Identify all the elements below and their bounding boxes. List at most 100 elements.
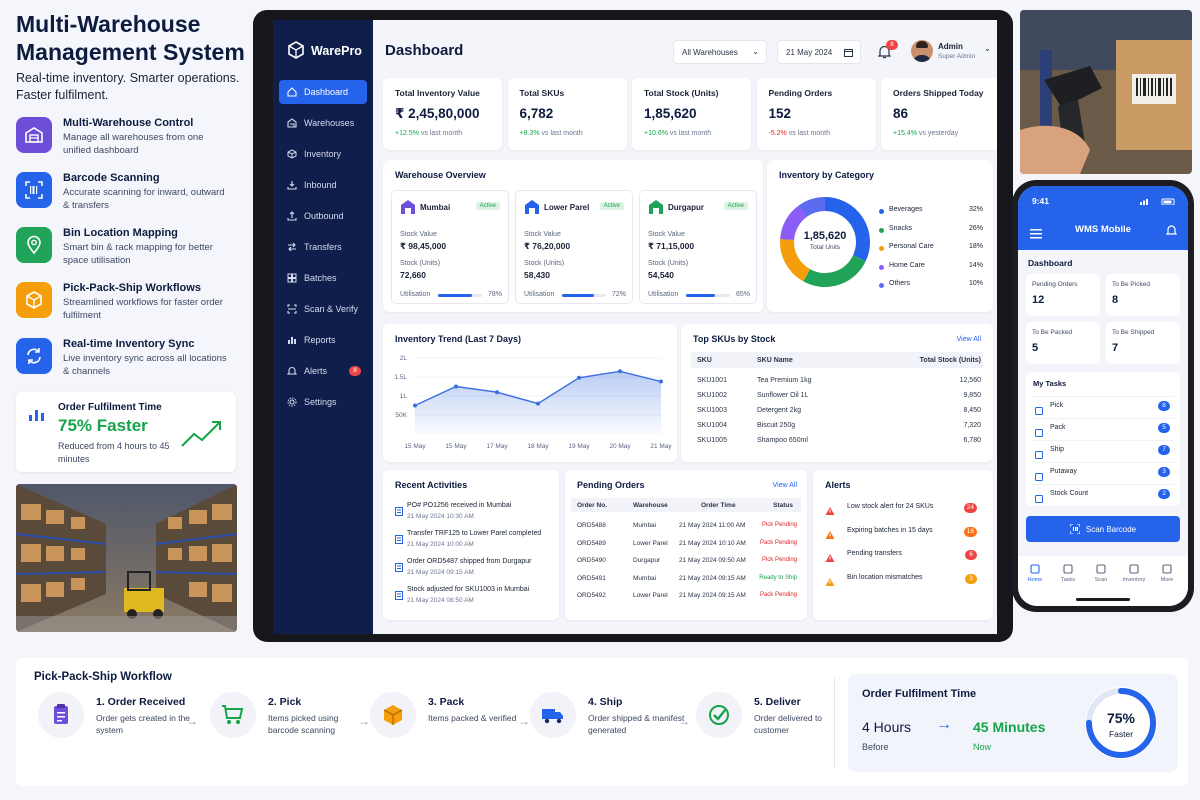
- table-row[interactable]: SKU1001 Tea Premium 1kg 12,560: [697, 377, 981, 391]
- table-row[interactable]: SKU1004 Biscuit 250g 7,320: [697, 422, 981, 436]
- date-picker[interactable]: 21 May 2024: [777, 40, 861, 64]
- activity-time: 21 May 2024 10:30 AM: [407, 513, 474, 520]
- home-icon: [287, 87, 297, 97]
- utilisation-label: Utilisation: [400, 291, 431, 298]
- tab-icon: [1162, 564, 1172, 574]
- legend-value: 18%: [968, 243, 983, 250]
- top-skus-table: SKU SKU Name Total Stock (Units) SKU1001 Tea…: [697, 357, 981, 457]
- kpi-value: 6,782: [519, 106, 554, 121]
- sidebar-item-reports[interactable]: Reports: [279, 328, 367, 352]
- task-label: Pick: [1050, 402, 1064, 409]
- task-icon: [1035, 468, 1043, 481]
- table-row[interactable]: SKU1005 Shampoo 650ml 6,780: [697, 437, 981, 451]
- sidebar-item-label: Warehouses: [304, 118, 355, 128]
- check-circle-icon: [696, 692, 742, 738]
- mobile-task-item[interactable]: Ship 7: [1032, 440, 1174, 459]
- now-label: Now: [973, 742, 992, 752]
- table-row[interactable]: ORD5490 Durgapur 21 May 2024 09:50 AM Pick …: [577, 557, 801, 571]
- stock-value: ₹ 76,20,000: [524, 241, 571, 251]
- mobile-task-item[interactable]: Putaway 3: [1032, 462, 1174, 481]
- pending-orders-view-all-link[interactable]: View All: [772, 482, 797, 489]
- task-count: 5: [1158, 423, 1170, 433]
- sidebar-item-scan-verify[interactable]: Scan & Verify: [279, 297, 367, 321]
- y-tick-label: 1L: [400, 393, 408, 400]
- mobile-tab-inventory[interactable]: Inventory: [1117, 562, 1151, 590]
- sidebar-item-label: Inbound: [304, 180, 337, 190]
- stock-value-label: Stock Value: [524, 231, 561, 238]
- utilisation-label: Utilisation: [648, 291, 679, 298]
- mobile-tab-home[interactable]: Home: [1018, 562, 1052, 590]
- hamburger-menu-icon[interactable]: [1030, 226, 1042, 239]
- sidebar-item-warehouses[interactable]: Warehouses: [279, 111, 367, 135]
- sidebar-item-alerts[interactable]: Alerts 8: [279, 359, 367, 383]
- scan-barcode-button[interactable]: Scan Barcode: [1026, 516, 1180, 542]
- top-skus-view-all-link[interactable]: View All: [956, 336, 981, 343]
- mobile-tile-value: 7: [1112, 342, 1119, 354]
- warehouse-select[interactable]: All Warehouses ⌄: [673, 40, 767, 64]
- scanner-photo: [1020, 10, 1192, 174]
- transfer-icon: [287, 242, 297, 252]
- warehouse-icon: [16, 117, 52, 153]
- mobile-status-time: 9:41: [1032, 196, 1050, 206]
- table-row[interactable]: ORD5491 Mumbai 21 May 2024 09:15 AM Ready t…: [577, 575, 801, 589]
- mobile-task-item[interactable]: Stock Count 2: [1032, 484, 1174, 503]
- warehouse-icon: [287, 118, 297, 128]
- table-cell: 12,560: [959, 377, 981, 384]
- table-cell: Mumbai: [633, 574, 657, 582]
- alert-item[interactable]: Low stock alert for 24 SKUs 24: [825, 502, 983, 516]
- table-row[interactable]: ORD5488 Mumbai 21 May 2024 11:00 AM Pick Pe…: [577, 522, 801, 536]
- mobile-tile[interactable]: To Be Packed 5: [1026, 322, 1100, 364]
- mobile-tile[interactable]: To Be Shipped 7: [1106, 322, 1180, 364]
- sidebar-item-settings[interactable]: Settings: [279, 390, 367, 414]
- sidebar-item-label: Inventory: [304, 149, 342, 159]
- workflow-step-desc: Order shipped & manifest generated: [588, 713, 685, 735]
- alert-item[interactable]: Pending transfers 6: [825, 549, 983, 563]
- trend-up-icon: [181, 421, 221, 447]
- warehouse-overview-title: Warehouse Overview: [395, 170, 486, 180]
- mobile-tab-more[interactable]: More: [1150, 562, 1184, 590]
- sidebar-item-batches[interactable]: Batches: [279, 266, 367, 290]
- table-row[interactable]: ORD5489 Lower Parel 21 May 2024 10:10 AM Pa…: [577, 540, 801, 554]
- sidebar-item-inventory[interactable]: Inventory: [279, 142, 367, 166]
- feature-desc: Accurate scanning for inward, outward & …: [63, 187, 225, 211]
- kpi-delta: +8.3%: [519, 130, 540, 137]
- table-row[interactable]: ORD5492 Lower Parel 21 May 2024 09:15 AM Pa…: [577, 592, 801, 606]
- warehouse-card[interactable]: Durgapur Active Stock Value ₹ 71,15,000 Stoc…: [639, 190, 757, 304]
- notifications-button[interactable]: 8: [873, 40, 898, 64]
- legend-label: Personal Care: [889, 243, 934, 250]
- mobile-tile-label: To Be Shipped: [1112, 329, 1155, 336]
- sidebar-item-dashboard[interactable]: Dashboard: [279, 80, 367, 104]
- alert-item[interactable]: Bin location mismatches 3: [825, 573, 983, 587]
- table-cell: Mumbai: [633, 522, 657, 529]
- mobile-tile-value: 12: [1032, 294, 1045, 306]
- warning-icon: [825, 527, 835, 539]
- mobile-task-item[interactable]: Pick 8: [1032, 396, 1174, 415]
- warehouse-card[interactable]: Lower Parel Active Stock Value ₹ 76,20,000 S…: [515, 190, 633, 304]
- activity-time: 21 May 2024 09:15 AM: [407, 569, 474, 576]
- mobile-tile[interactable]: To Be Picked 8: [1106, 274, 1180, 316]
- kpi-delta: +15.4%: [893, 130, 917, 137]
- alert-text: Low stock alert for 24 SKUs: [847, 503, 934, 510]
- task-icon: [1035, 424, 1043, 437]
- sidebar-item-outbound[interactable]: Outbound: [279, 204, 367, 228]
- mobile-tab-scan[interactable]: Scan: [1084, 562, 1118, 590]
- sidebar-item-inbound[interactable]: Inbound: [279, 173, 367, 197]
- kpi-label: Total Inventory Value: [395, 88, 480, 98]
- warehouse-card[interactable]: Mumbai Active Stock Value ₹ 98,45,000 Stock …: [391, 190, 509, 304]
- mobile-tile[interactable]: Pending Orders 12: [1026, 274, 1100, 316]
- hero-title: Multi-Warehouse Management System: [16, 11, 245, 65]
- sidebar-item-transfers[interactable]: Transfers: [279, 235, 367, 259]
- stock-value: ₹ 71,15,000: [648, 241, 695, 251]
- alert-item[interactable]: Expiring batches in 15 days 18: [825, 526, 983, 540]
- mobile-task-item[interactable]: Pack 5: [1032, 418, 1174, 437]
- user-menu[interactable]: Admin Super Admin ⌄: [911, 38, 997, 66]
- home-indicator: [1076, 598, 1130, 601]
- status-badge: Pick Pending: [761, 557, 797, 563]
- table-row[interactable]: SKU1003 Detergent 2kg 8,450: [697, 407, 981, 421]
- bell-icon[interactable]: [1166, 224, 1177, 236]
- tab-icon: [1030, 564, 1040, 574]
- fulfilment-title: Order Fulfilment Time: [862, 688, 977, 700]
- mobile-tab-tasks[interactable]: Tasks: [1051, 562, 1085, 590]
- table-row[interactable]: SKU1002 Sunflower Oil 1L 9,850: [697, 392, 981, 406]
- table-header-cell: Order No.: [577, 502, 607, 509]
